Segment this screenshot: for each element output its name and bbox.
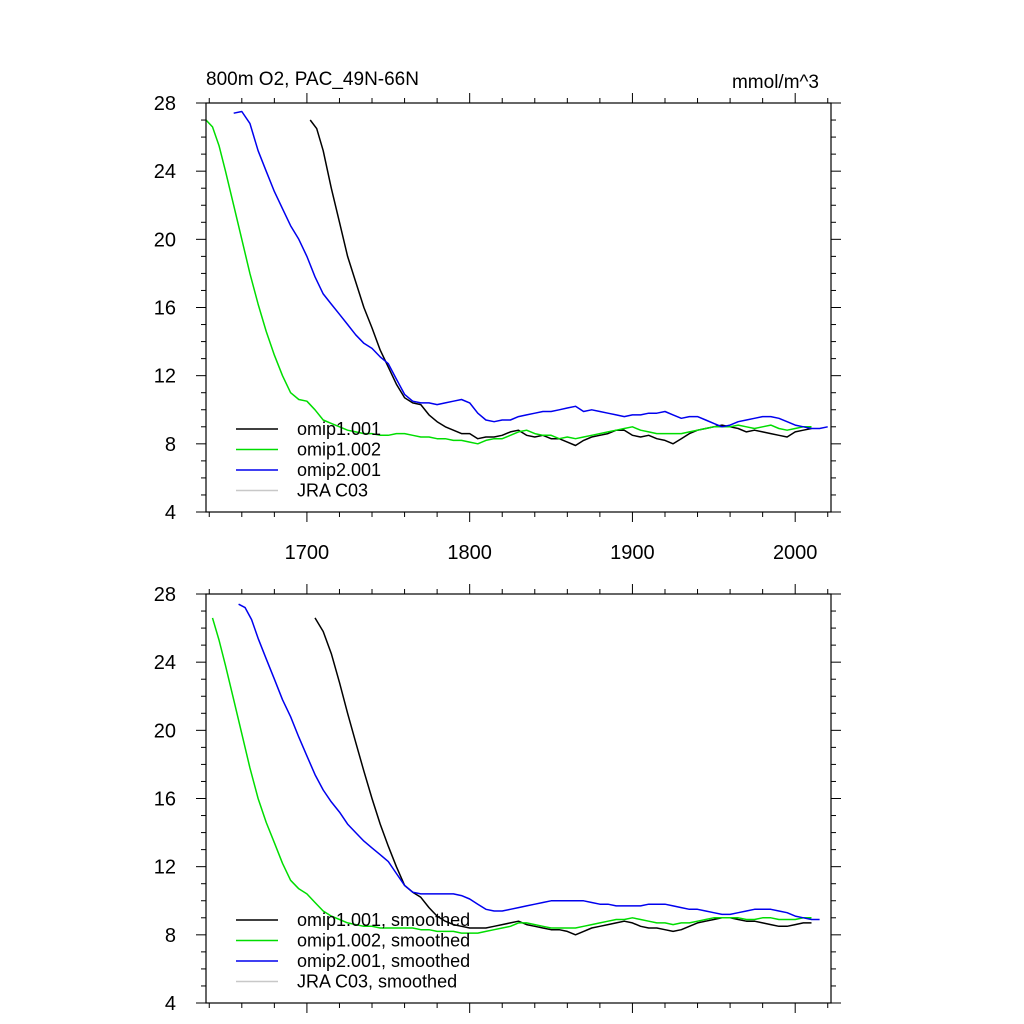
y-tick-label: 24 <box>154 652 176 674</box>
chart-title: 800m O2, PAC_49N-66N <box>206 69 419 90</box>
legend-entry: omip2.001 <box>297 460 381 480</box>
y-tick-label: 24 <box>154 161 176 183</box>
y-tick-label: 4 <box>165 993 176 1015</box>
y-tick-label: 20 <box>154 229 176 251</box>
x-tick-label: 1900 <box>610 542 655 564</box>
x-tick-label: 1800 <box>447 542 492 564</box>
chart-panel-bottom: 4 8 12 16 20 24 28 omip1.001, smoothedomip1.002… <box>154 584 841 1015</box>
y-tick-label: 28 <box>154 584 176 606</box>
legend-entry: omip1.002, smoothed <box>297 931 470 951</box>
series-line-omip1-002 <box>206 119 812 445</box>
y-tick-label: 4 <box>165 502 176 524</box>
legend-entry: JRA C03, smoothed <box>297 972 457 992</box>
series-lines <box>211 603 820 936</box>
x-tick-label: 2000 <box>773 542 818 564</box>
y-tick-label: 12 <box>154 857 176 879</box>
legend-entry: omip2.001, smoothed <box>297 951 470 971</box>
legend-entry: omip1.001 <box>297 419 381 439</box>
y-tick-label: 16 <box>154 789 176 811</box>
units-label: mmol/m^3 <box>732 72 819 93</box>
y-tick-label: 20 <box>154 720 176 742</box>
series-line-omip1-002-smoothed <box>211 617 812 934</box>
legend-entry: JRA C03 <box>297 481 368 501</box>
x-tick-label: 1700 <box>285 542 330 564</box>
y-tick-label: 28 <box>154 93 176 115</box>
y-tick-label: 8 <box>165 925 176 947</box>
series-line-omip1-001 <box>309 119 812 447</box>
y-tick-label: 12 <box>154 366 176 388</box>
y-tick-label: 8 <box>165 434 176 456</box>
series-lines <box>206 110 828 447</box>
legend-entry: omip1.002 <box>297 440 381 460</box>
legend-entry: omip1.001, smoothed <box>297 910 470 930</box>
series-line-omip1-001-smoothed <box>314 617 812 936</box>
y-tick-label: 16 <box>154 298 176 320</box>
series-line-omip2-001 <box>233 110 828 430</box>
chart-panel-top: 4 8 12 16 20 24 28 1700 1800 1900 2000 800m O2, PAC… <box>154 69 841 564</box>
series-line-omip2-001-smoothed <box>238 603 820 921</box>
